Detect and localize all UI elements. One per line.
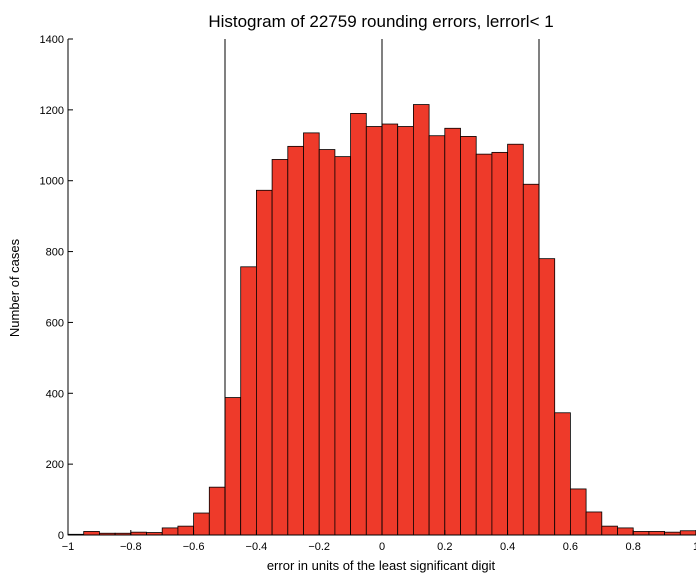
histogram-bar xyxy=(428,135,446,536)
x-tick-label: 0.8 xyxy=(626,541,641,553)
x-tick-label: 0.6 xyxy=(563,541,578,553)
histogram-bar xyxy=(617,527,634,536)
reference-lines xyxy=(224,39,540,535)
x-tick-label: 0 xyxy=(379,541,385,553)
histogram-bar xyxy=(177,525,194,536)
histogram-bar xyxy=(161,527,179,536)
x-tick-label: −0.6 xyxy=(183,541,205,553)
histogram-bar xyxy=(350,113,367,536)
y-axis-label: Number of cases xyxy=(7,238,22,337)
histogram-bar xyxy=(240,266,257,536)
x-axis-label: error in units of the least significant … xyxy=(267,558,496,573)
y-tick-label: 1000 xyxy=(40,176,64,188)
y-tick-label: 1200 xyxy=(40,105,64,117)
histogram-bar xyxy=(585,511,603,536)
histogram-bar xyxy=(334,156,351,536)
histogram-bar xyxy=(397,126,414,536)
x-tick-label: 1 xyxy=(693,541,696,553)
histogram-bar xyxy=(538,258,556,536)
histogram-bar xyxy=(491,151,508,536)
x-tick-label: 0.2 xyxy=(437,541,452,553)
histogram-bar xyxy=(255,189,273,536)
histogram-bar xyxy=(287,145,304,536)
histogram-bar xyxy=(522,183,540,536)
x-tick-label: −1 xyxy=(62,541,75,553)
histogram-bar xyxy=(475,153,493,536)
x-tick-label: −0.2 xyxy=(308,541,330,553)
y-tick-label: 200 xyxy=(46,459,64,471)
histogram-bar xyxy=(679,530,696,536)
y-axis-ticks: 0 200 400 600 800 1000 1200 1400 xyxy=(40,34,73,542)
chart-title: Histogram of 22759 rounding errors, lerr… xyxy=(208,12,553,31)
histogram-bar xyxy=(318,149,336,536)
y-tick-label: 800 xyxy=(46,247,64,259)
histogram-bar xyxy=(601,525,618,536)
x-axis-ticks: −1 −0.8 −0.6 −0.4 −0.2 0 0.2 0.4 0.6 0.8 1 xyxy=(62,530,696,553)
histogram-bar xyxy=(208,486,226,536)
y-tick-label: 400 xyxy=(46,388,64,400)
x-tick-label: 0.4 xyxy=(500,541,515,553)
histogram-bar xyxy=(632,531,650,536)
x-tick-label: −0.8 xyxy=(120,541,142,553)
y-tick-label: 0 xyxy=(58,530,64,542)
histogram-bar xyxy=(648,531,666,536)
histogram-bar xyxy=(460,136,477,536)
histogram-bar xyxy=(365,126,383,536)
histogram-bar xyxy=(412,104,430,536)
bars-group xyxy=(67,104,696,536)
histogram-bar xyxy=(507,143,524,536)
histogram-bar xyxy=(83,531,100,536)
histogram-bar xyxy=(224,397,242,536)
y-tick-label: 1400 xyxy=(40,34,64,46)
histogram-bar xyxy=(554,412,571,536)
histogram-bar xyxy=(193,512,210,536)
x-tick-label: −0.4 xyxy=(246,541,268,553)
histogram-bar xyxy=(444,127,461,536)
histogram-bar xyxy=(381,123,399,536)
histogram-bar xyxy=(303,132,320,536)
histogram-bar xyxy=(570,488,587,536)
y-tick-label: 600 xyxy=(46,317,64,329)
histogram-bar xyxy=(271,159,289,536)
